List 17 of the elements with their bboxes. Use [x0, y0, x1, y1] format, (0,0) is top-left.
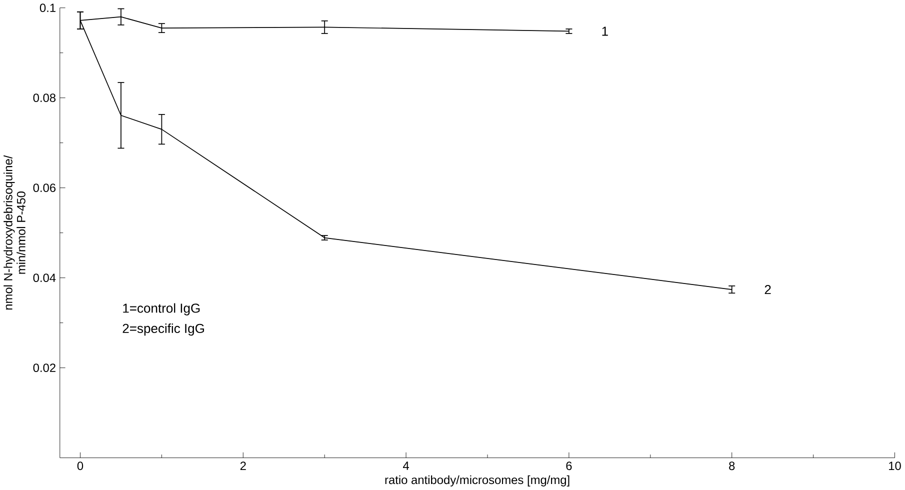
text: 2	[764, 284, 771, 294]
y-tick-label: 0.08	[33, 94, 56, 102]
x-tick-label: 0	[77, 462, 84, 470]
x-tick-label: 4	[403, 462, 410, 470]
y-tick-label: 0.06	[33, 184, 56, 192]
x-tick-label: 6	[566, 462, 572, 470]
x-tick-label: 2	[240, 462, 246, 470]
annotation: 2=specific IgG	[122, 323, 204, 336]
y-tick-label: 0.02	[33, 364, 56, 372]
x-axis-title: ratio antibody/microsomes [mg/mg]	[385, 475, 570, 486]
annotation: 1=control IgG	[123, 303, 200, 316]
x-tick-label: 8	[729, 462, 735, 470]
y-tick-label: 0.1	[40, 4, 56, 12]
y-axis-title: nmol N-hydroxydebrisoquine/ min/nmol P-450	[4, 155, 26, 310]
text: 1	[602, 26, 608, 36]
y-tick-label: 0.04	[33, 274, 56, 282]
x-tick-label: 10	[889, 462, 901, 470]
